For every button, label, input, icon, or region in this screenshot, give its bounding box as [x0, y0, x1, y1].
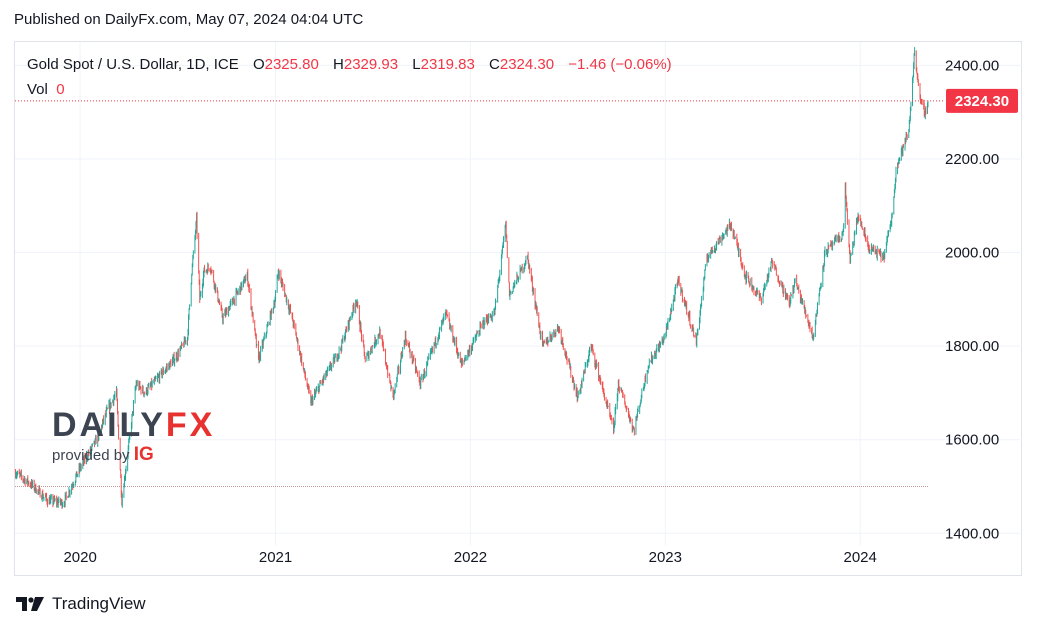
x-tick-label: 2022: [454, 549, 487, 566]
y-tick-label: 2000.00: [945, 245, 999, 262]
logo-byline: provided by: [52, 447, 130, 464]
logo-fx: FX: [165, 406, 216, 444]
tradingview-label: TradingView: [52, 594, 146, 613]
y-tick-label: 1600.00: [945, 432, 999, 449]
candles: [15, 47, 929, 509]
legend-low-label: L: [412, 56, 421, 73]
x-tick-label: 2023: [649, 549, 682, 566]
y-tick-label: 1800.00: [945, 338, 999, 355]
legend-change: −1.46 (−0.06%): [568, 56, 672, 73]
logo-ig: IG: [133, 444, 154, 465]
legend-symbol: Gold Spot / U.S. Dollar, 1D, ICE: [27, 56, 239, 73]
vol-value: 0: [56, 81, 65, 98]
legend-open: 2325.80: [264, 56, 319, 73]
legend-close: 2324.30: [499, 56, 555, 73]
legend-close-label: C: [489, 56, 500, 73]
vol-label: Vol: [27, 81, 48, 98]
dailyfx-logo: DAILYFX provided by IG: [52, 406, 215, 466]
y-tick-label: 2400.00: [945, 57, 999, 74]
legend-low: 2319.83: [420, 56, 475, 73]
y-tick-label: 2200.00: [945, 151, 999, 168]
x-tick-label: 2021: [259, 549, 292, 566]
logo-daily: DAILY: [52, 406, 166, 444]
last-price-badge: [946, 88, 1018, 113]
tradingview-icon: [16, 597, 44, 611]
legend-open-label: O: [252, 56, 265, 73]
y-tick-label: 1400.00: [945, 525, 999, 542]
published-date: Published on DailyFx.com, May 07, 2024 0…: [14, 11, 364, 28]
legend-high-label: H: [333, 56, 344, 73]
x-tick-label: 2020: [63, 549, 96, 566]
legend-volume: Vol 0: [27, 81, 65, 98]
legend-ohlc: Gold Spot / U.S. Dollar, 1D, ICE O2325.8…: [27, 56, 672, 73]
x-tick-label: 2024: [844, 549, 877, 566]
tradingview-brand[interactable]: TradingView: [16, 594, 146, 614]
chart-panel: [14, 41, 1022, 576]
legend-high: 2329.93: [343, 56, 399, 73]
last-price-label: 2324.30: [955, 93, 1009, 110]
